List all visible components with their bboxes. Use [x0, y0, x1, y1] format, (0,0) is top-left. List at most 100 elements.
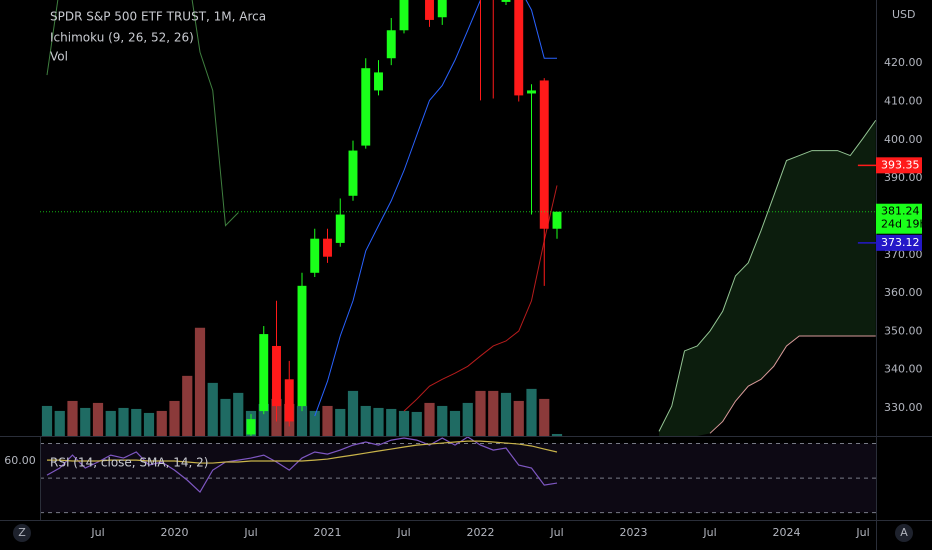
- y-tick-label: 400.00: [884, 133, 923, 146]
- indicator-legend: Vol: [50, 50, 68, 64]
- scale-button-bg[interactable]: [13, 524, 31, 542]
- rsi-line: [47, 440, 558, 464]
- price-pane: [40, 0, 876, 436]
- y-tick-label: 350.00: [884, 324, 923, 337]
- y-tick-label: 340.00: [884, 363, 923, 376]
- candle-body: [527, 90, 536, 94]
- candle-body: [386, 30, 396, 59]
- volume-bar: [462, 402, 473, 436]
- volume-bar: [194, 327, 206, 436]
- price-label: 393.35: [881, 158, 920, 171]
- x-tick-label: 2021: [314, 526, 342, 539]
- rsi-legend: RSI (14, close, SMA, 14, 2): [50, 456, 208, 470]
- x-tick-label: Jul: [243, 526, 257, 539]
- ichimoku-cloud: [659, 120, 876, 436]
- volume-bar: [67, 400, 78, 436]
- volume-bar: [526, 388, 537, 436]
- indicator-line: [658, 120, 876, 432]
- candle-body: [374, 72, 383, 91]
- x-tick-label: Jul: [855, 526, 869, 539]
- candle-body: [399, 0, 409, 31]
- volume-bar: [424, 402, 435, 436]
- volume-bar: [54, 410, 65, 436]
- volume-bar: [513, 400, 524, 436]
- rsi-line: [46, 437, 558, 494]
- volume-bar: [233, 392, 244, 436]
- volume-bar: [551, 433, 563, 436]
- volume-bar: [207, 382, 218, 436]
- indicator-line: [314, 0, 557, 417]
- candle-body: [501, 0, 511, 2]
- x-tick-label: Jul: [702, 526, 716, 539]
- volume-bar: [475, 390, 486, 436]
- price-label-bg: [876, 234, 922, 251]
- volume-bar: [80, 407, 91, 436]
- auto-button-bg[interactable]: [895, 524, 913, 542]
- candle-body: [335, 214, 345, 243]
- volume-bar: [335, 408, 346, 436]
- y-tick-label: 420.00: [884, 56, 923, 69]
- volume-bar: [488, 390, 499, 436]
- y-tick-label: 390.00: [884, 171, 923, 184]
- candle-body: [425, 0, 434, 20]
- volume-bar: [220, 398, 231, 436]
- volume-bar: [539, 398, 550, 436]
- x-tick-label: 2020: [161, 526, 189, 539]
- volume-bar: [360, 405, 371, 436]
- indicator-line: [709, 335, 876, 434]
- candle-body: [297, 285, 307, 407]
- volume-bar: [258, 403, 269, 436]
- rsi-tick-label: 60.00: [4, 454, 36, 467]
- volume-bar: [373, 407, 384, 436]
- volume-bar: [118, 407, 129, 436]
- indicator-line: [403, 185, 558, 412]
- volume-bar: [296, 405, 308, 436]
- volume-bar: [182, 375, 193, 436]
- y-tick-label: 370.00: [884, 248, 923, 261]
- volume-bar: [143, 412, 155, 436]
- y-tick-label: 330.00: [884, 401, 923, 414]
- x-tick-label: 2024: [773, 526, 801, 539]
- price-label: 373.12: [881, 236, 920, 249]
- chart-title: SPDR S&P 500 ETF TRUST, 1M, Arca: [50, 10, 266, 24]
- y-tick-label: 410.00: [884, 95, 923, 108]
- candle-body: [514, 0, 524, 96]
- price-label-bg: [876, 203, 922, 234]
- indicator-line: [46, 0, 239, 227]
- x-tick-label: Jul: [549, 526, 563, 539]
- candle-body: [246, 419, 256, 435]
- x-tick-label: Jul: [90, 526, 104, 539]
- candle-body: [272, 345, 281, 407]
- candle-body: [437, 0, 447, 18]
- candle-body: [259, 334, 269, 412]
- volume-bar: [156, 410, 167, 436]
- volume-bar: [41, 405, 53, 436]
- x-tick-label: Jul: [396, 526, 410, 539]
- candle-body: [539, 80, 549, 229]
- rsi-pane: [40, 437, 876, 514]
- volume-bar: [309, 410, 320, 436]
- volume-bar: [437, 405, 448, 436]
- y-tick-label: 360.00: [884, 286, 923, 299]
- x-tick-label: 2023: [620, 526, 648, 539]
- candle-body: [310, 238, 320, 273]
- axes: 330.00340.00350.00360.00370.00380.00390.…: [4, 56, 926, 539]
- volume-bar: [131, 408, 142, 436]
- volume-bar: [322, 405, 333, 436]
- auto-button[interactable]: A: [900, 526, 908, 539]
- volume-bar: [347, 390, 359, 436]
- candle-body: [348, 150, 358, 196]
- candle-body: [552, 211, 562, 229]
- volume-bar: [449, 410, 461, 436]
- volume-bar: [92, 402, 104, 436]
- x-tick-label: 2022: [467, 526, 495, 539]
- candle-body: [361, 68, 371, 146]
- countdown-label: 24d 19h: [881, 218, 926, 231]
- candle-body: [284, 379, 294, 422]
- volume-bar: [386, 408, 397, 436]
- indicator-legend: Ichimoku (9, 26, 52, 26): [50, 31, 194, 45]
- volume-bar: [169, 400, 180, 436]
- scale-button[interactable]: Z: [18, 526, 26, 539]
- price-label: 381.24: [881, 205, 920, 218]
